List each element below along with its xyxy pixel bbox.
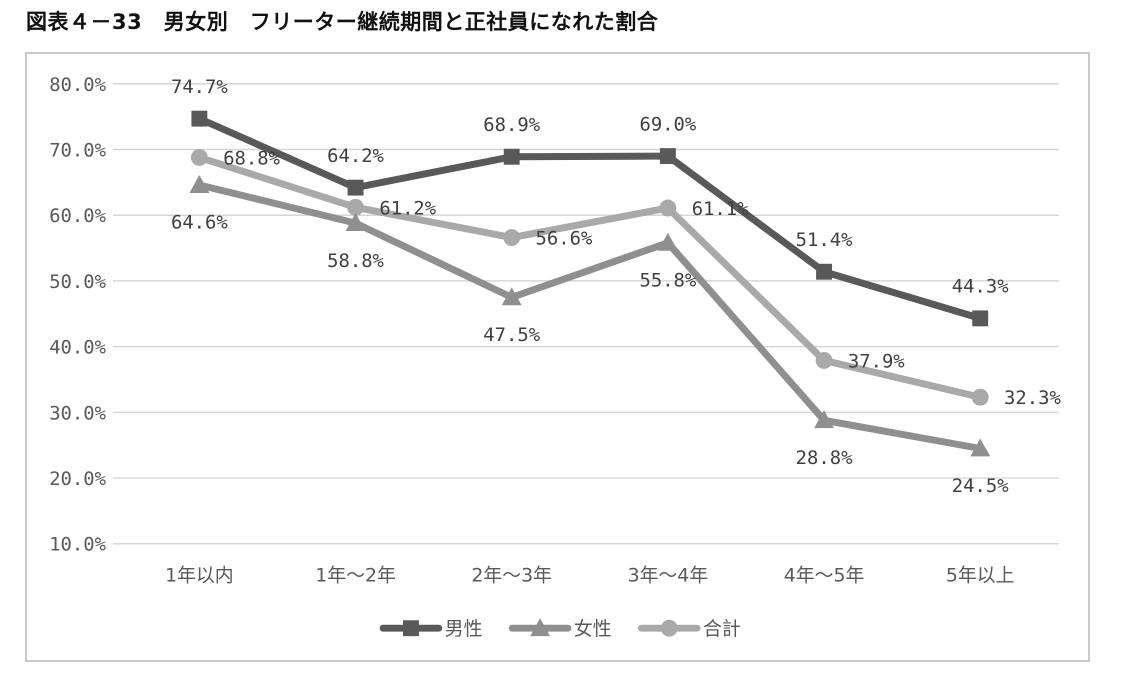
y-axis-tick-label: 50.0%	[49, 271, 106, 293]
legend-label-female: 女性	[574, 618, 612, 640]
series-marker-female	[189, 175, 210, 193]
data-label-total: 32.3%	[1004, 387, 1061, 409]
data-label-male: 68.9%	[483, 114, 540, 136]
chart-canvas: 10.0% 20.0% 30.0% 40.0% 50.0% 60.0% 70.0% 80.0%…	[49, 74, 1061, 640]
y-axis-tick-label: 80.0%	[49, 74, 106, 96]
series-marker-male	[972, 310, 989, 327]
series-marker-female	[530, 618, 551, 637]
series-marker-female	[501, 287, 522, 306]
data-label-male: 51.4%	[796, 229, 853, 251]
data-label-male: 44.3%	[952, 276, 1009, 298]
series-line-male	[195, 115, 984, 322]
x-axis-tick-label: 3年～4年	[628, 565, 709, 587]
x-axis-tick-label: 2年～3年	[471, 565, 552, 587]
y-axis-tick-label: 20.0%	[49, 468, 106, 490]
chart-frame: 10.0% 20.0% 30.0% 40.0% 50.0% 60.0% 70.0% 80.0%…	[25, 52, 1090, 662]
data-label-total: 37.9%	[848, 350, 905, 372]
x-axis-tick-label: 1年～2年	[315, 565, 396, 587]
chart-title: 図表４－33 男女別 フリーター継続期間と正社員になれた割合	[26, 10, 659, 34]
data-label-total: 56.6%	[536, 228, 593, 250]
series-marker-male	[659, 148, 676, 165]
data-label-female: 28.8%	[796, 447, 853, 469]
series-marker-female	[970, 438, 991, 457]
series-marker-male	[816, 263, 832, 280]
series-marker-female	[657, 232, 678, 251]
legend-item-total: 合計	[637, 618, 741, 640]
series-marker-total	[660, 619, 678, 637]
series-marker-total	[190, 148, 208, 166]
series-marker-male	[347, 179, 364, 196]
legend-label-male: 男性	[445, 618, 483, 640]
series-marker-total	[971, 388, 989, 406]
data-label-female: 47.5%	[483, 324, 540, 346]
y-axis-tick-label: 60.0%	[49, 205, 106, 227]
x-axis-tick-label: 1年以内	[165, 565, 234, 587]
series-marker-male	[191, 110, 208, 127]
series-marker-male	[503, 148, 520, 165]
legend-item-female: 女性	[508, 618, 612, 640]
data-label-total: 68.8%	[223, 147, 280, 169]
series-line-total	[195, 153, 984, 401]
y-axis-tick-label: 70.0%	[49, 139, 106, 161]
data-label-female: 24.5%	[952, 475, 1009, 497]
legend-label-total: 合計	[703, 618, 741, 640]
series-marker-total	[347, 198, 364, 216]
series-marker-female	[345, 213, 366, 232]
x-axis-tick-label: 4年～5年	[784, 565, 865, 587]
x-axis-tick-label: 5年以上	[946, 565, 1015, 587]
data-label-total: 61.1%	[692, 198, 749, 220]
series-marker-total	[815, 351, 833, 369]
data-label-female: 58.8%	[327, 250, 384, 272]
legend-item-male: 男性	[379, 618, 483, 640]
series-marker-male	[403, 620, 419, 637]
data-label-male: 69.0%	[639, 113, 696, 135]
series-marker-total	[503, 229, 521, 247]
y-axis-tick-label: 40.0%	[49, 337, 106, 359]
series-marker-female	[814, 410, 834, 429]
data-label-total: 61.2%	[379, 197, 436, 219]
data-label-female: 64.6%	[171, 212, 228, 234]
data-label-female: 55.8%	[639, 270, 696, 292]
data-label-male: 64.2%	[327, 145, 384, 167]
data-label-male: 74.7%	[171, 76, 228, 98]
y-axis-tick-label: 30.0%	[49, 402, 106, 424]
y-axis-tick-label: 10.0%	[49, 534, 106, 556]
series-line-female	[195, 181, 984, 452]
series-marker-total	[659, 199, 677, 217]
